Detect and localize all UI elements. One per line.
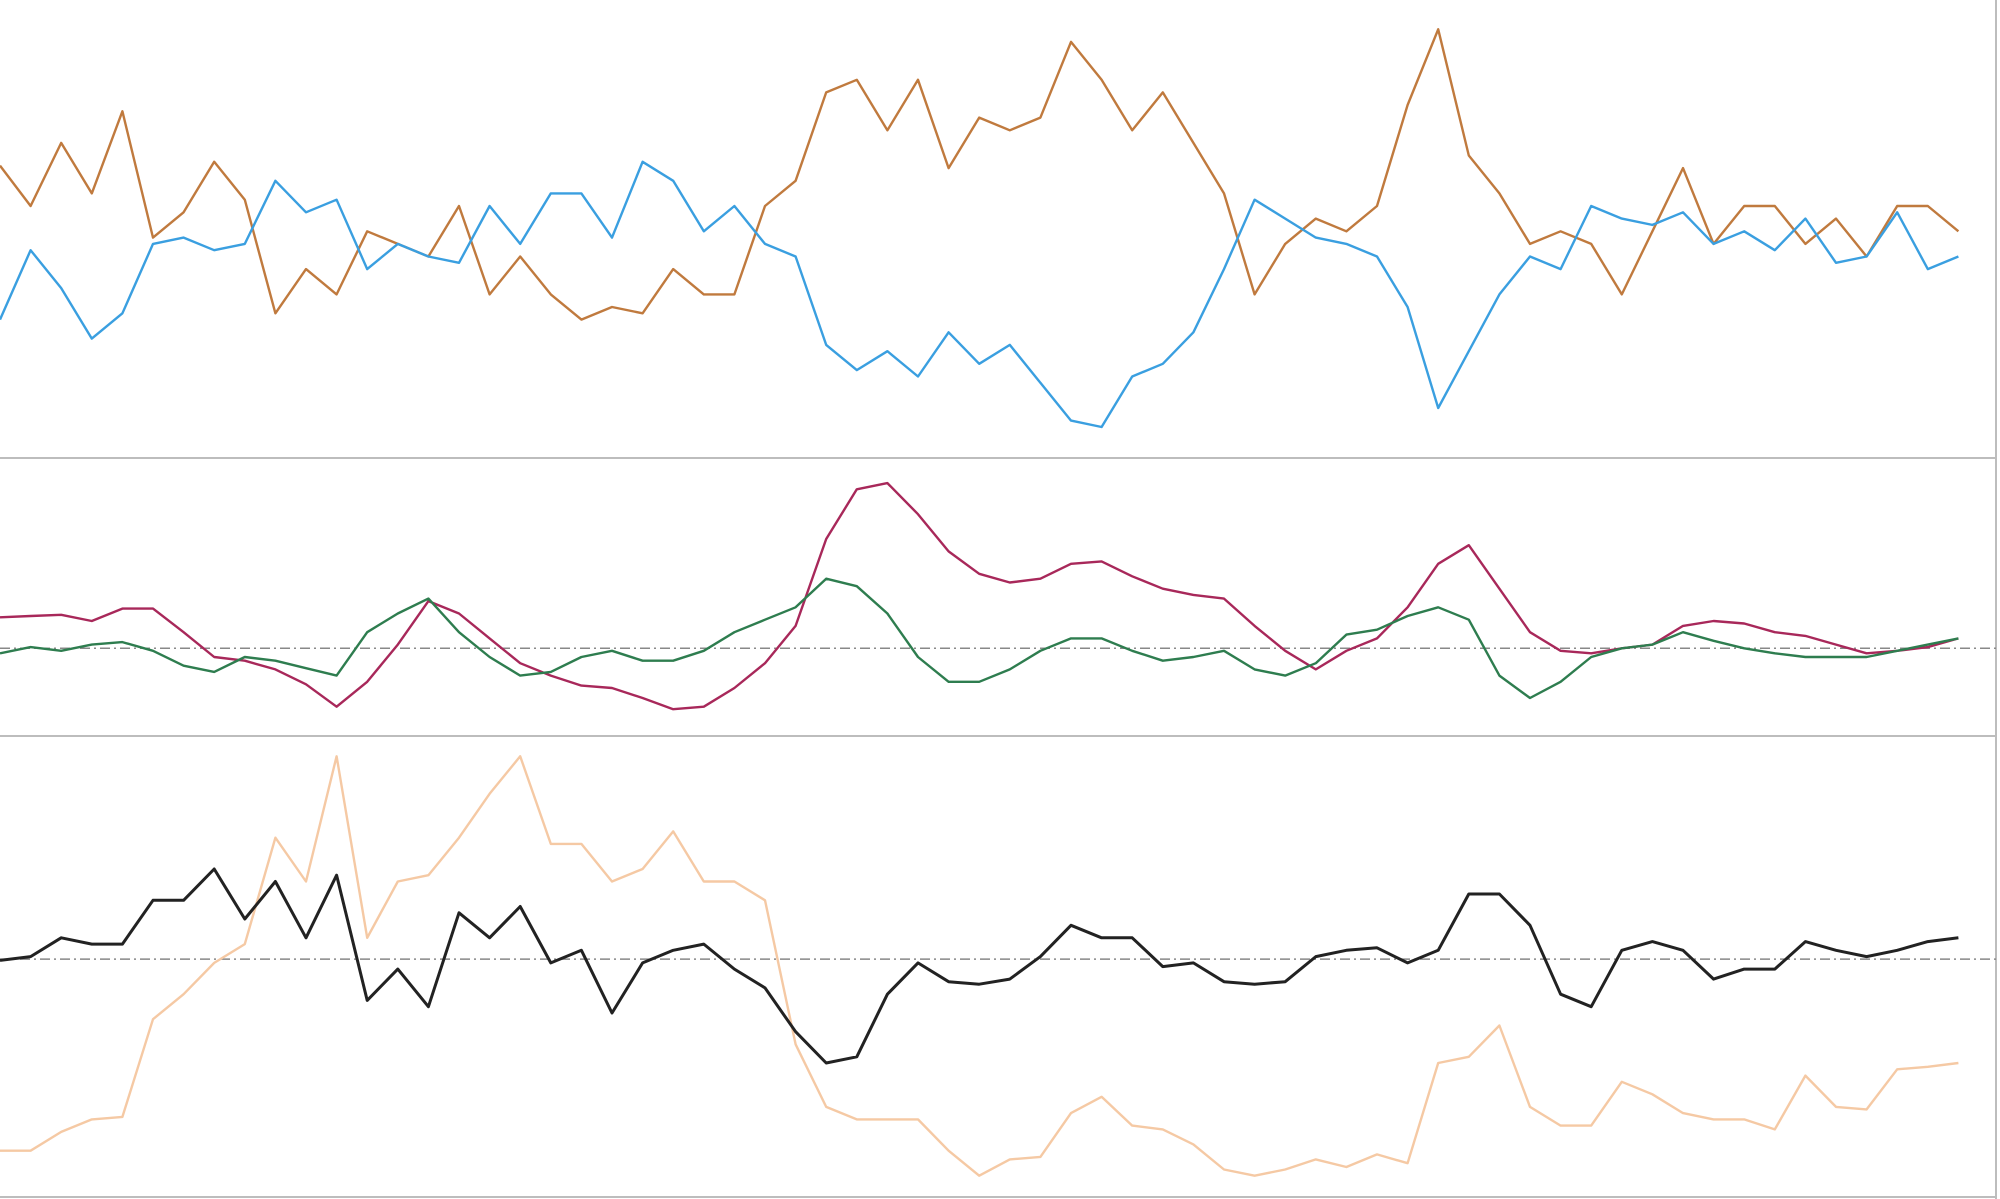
series-line: [0, 160, 1959, 429]
series-line: [0, 577, 1959, 700]
series-line: [0, 28, 1960, 321]
series-line: [0, 755, 1959, 1177]
series-line: [0, 867, 1959, 1065]
